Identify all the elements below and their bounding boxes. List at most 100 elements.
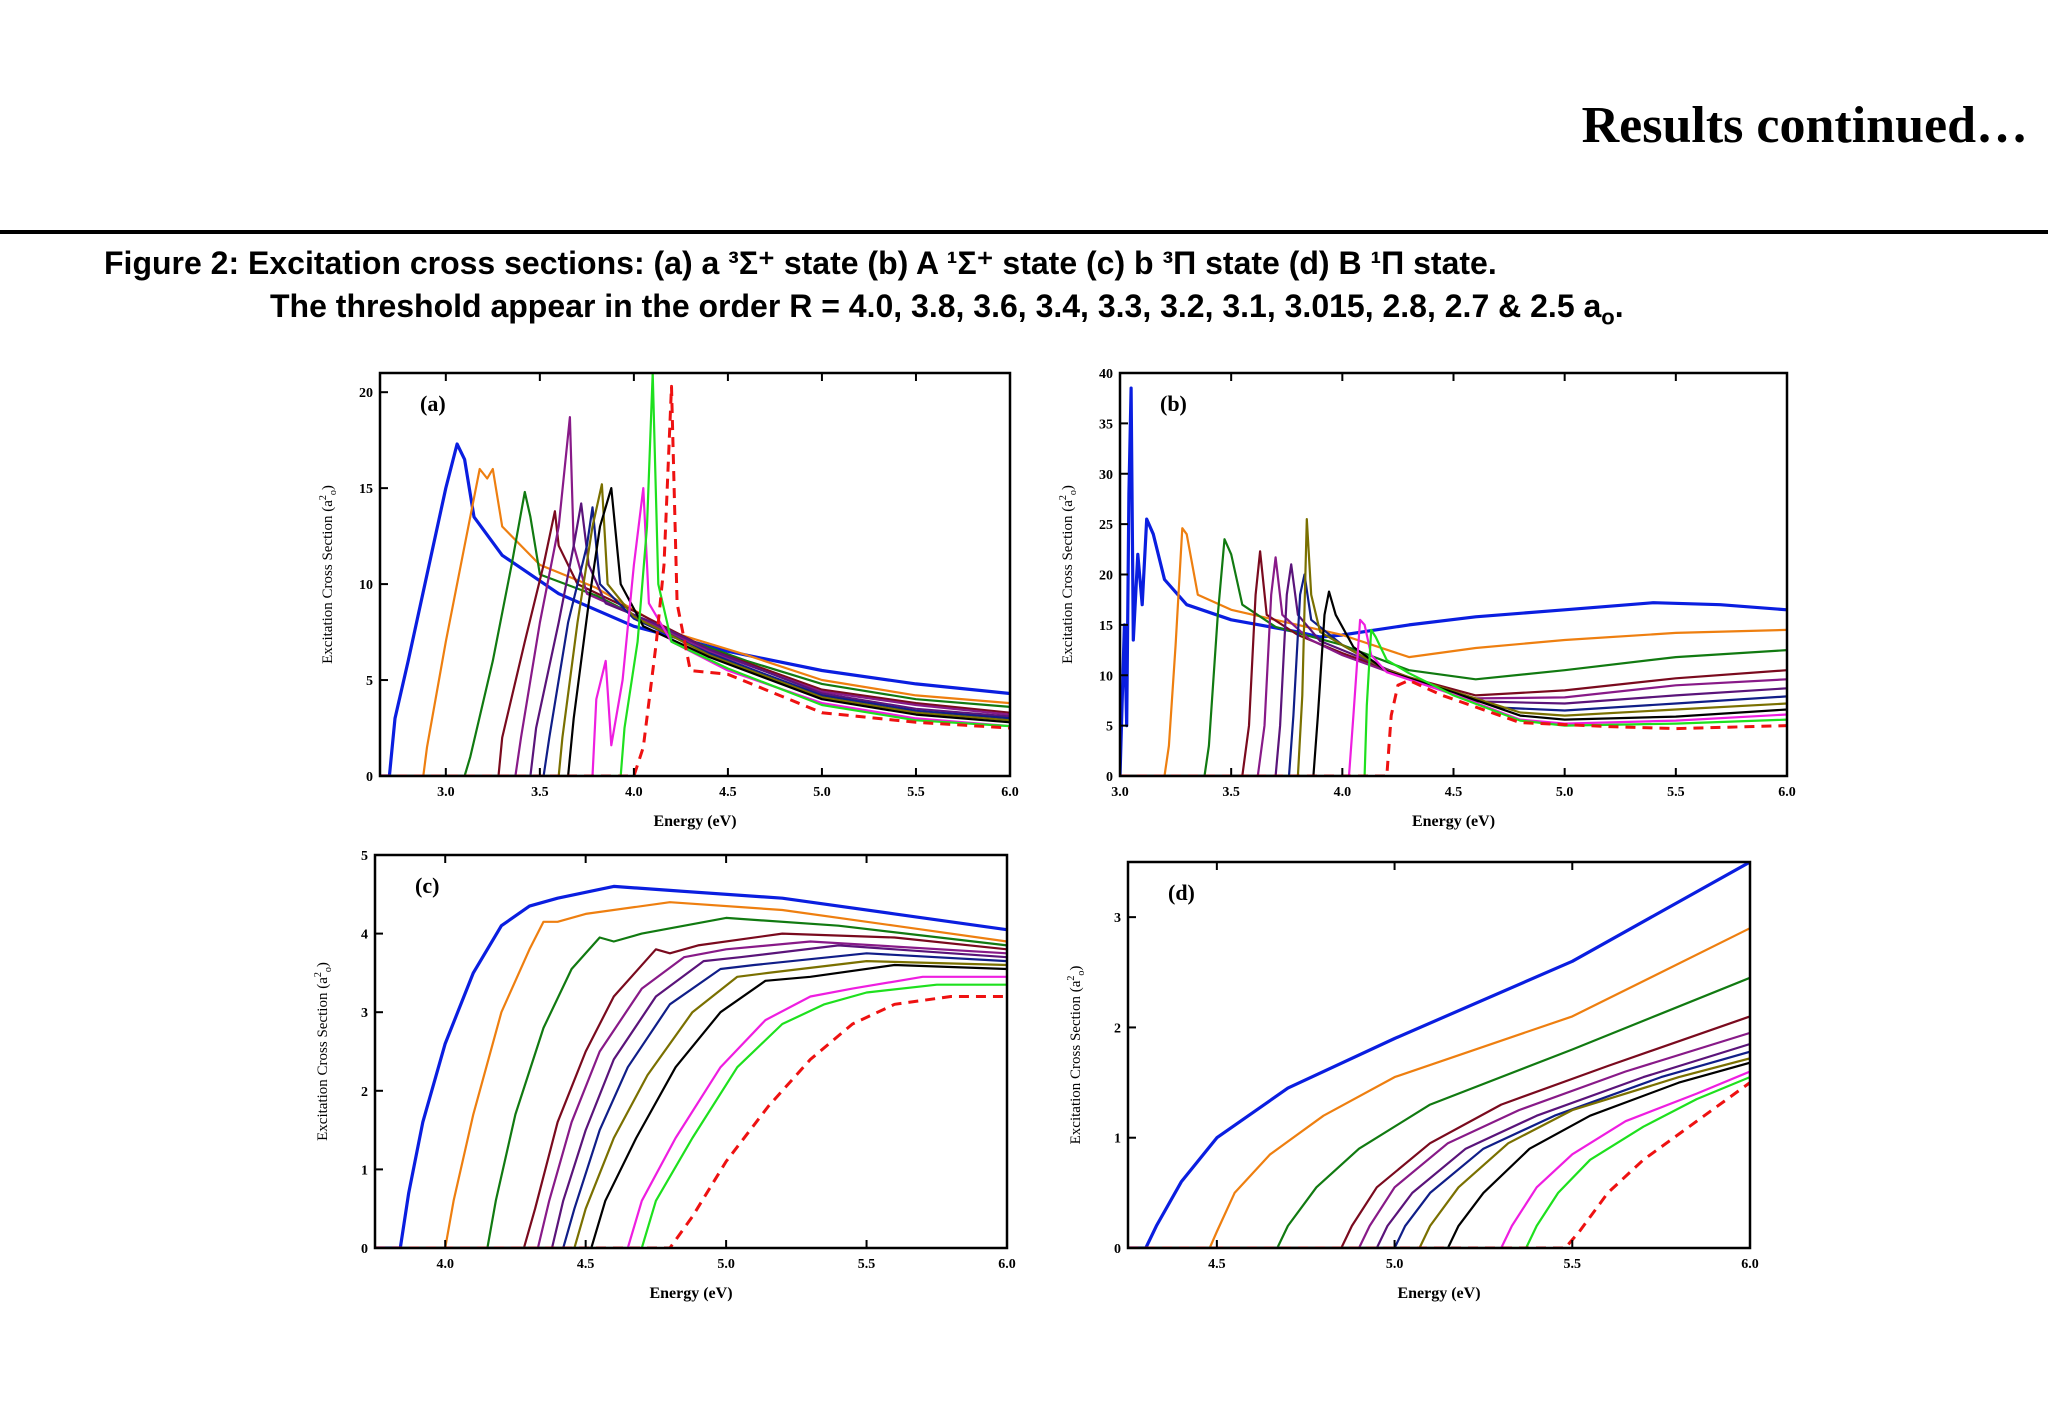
x-tick-label: 6.0 [998, 1257, 1016, 1272]
x-tick-label: 5.0 [1386, 1257, 1404, 1272]
x-tick-label: 5.5 [858, 1257, 876, 1272]
caption-line-2-text: The threshold appear in the order R = 4.… [270, 288, 1602, 324]
y-tick-label: 20 [1099, 569, 1113, 584]
panel-label: (c) [415, 873, 439, 898]
series-group [375, 884, 1007, 1248]
y-tick-label: 15 [1099, 619, 1113, 634]
y-tick-label: 5 [361, 849, 368, 864]
y-tick-label: 0 [366, 770, 373, 785]
series-line-11 [380, 373, 1010, 776]
x-tick-label: 3.0 [437, 785, 455, 800]
series-line-9 [1128, 1061, 1750, 1248]
y-axis-title: Excitation Cross Section (a2o) [1058, 485, 1079, 664]
panel-label: (b) [1160, 391, 1187, 416]
y-tick-label: 2 [1114, 1021, 1121, 1036]
x-tick-label: 3.5 [1222, 785, 1240, 800]
series-line-8 [380, 483, 1010, 776]
x-axis-title: Energy (eV) [653, 813, 736, 830]
y-tick-label: 1 [1114, 1132, 1121, 1147]
x-tick-label: 5.5 [1667, 785, 1685, 800]
x-tick-label: 5.0 [717, 1257, 735, 1272]
series-line-1 [1128, 862, 1750, 1248]
series-line-1 [1120, 386, 1787, 776]
x-tick-label: 4.5 [719, 785, 737, 800]
series-line-8 [375, 960, 1007, 1248]
y-tick-label: 5 [366, 674, 373, 689]
series-line-7 [1128, 1050, 1750, 1248]
series-line-9 [380, 487, 1010, 776]
y-axis-title: Excitation Cross Section (a2o) [1066, 966, 1087, 1145]
series-line-10 [1120, 618, 1787, 776]
x-tick-label: 4.0 [1334, 785, 1352, 800]
series-line-3 [1120, 538, 1787, 776]
y-tick-label: 0 [1106, 770, 1113, 785]
panel-label: (d) [1168, 880, 1195, 905]
series-line-5 [375, 940, 1007, 1248]
x-tick-label: 5.5 [907, 785, 925, 800]
chart-panel-d: 4.5 5.0 5.5 6.0 0 1 2 3 (d) Energy (eV) Excitation… [1066, 860, 1759, 1302]
series-line-10 [1128, 1070, 1750, 1248]
x-axis-title: Energy (eV) [1412, 813, 1495, 830]
x-tick-label: 5.5 [1564, 1257, 1582, 1272]
series-line-2 [1128, 927, 1750, 1248]
y-tick-label: 20 [359, 386, 373, 401]
series-line-3 [1128, 976, 1750, 1248]
series-line-3 [380, 490, 1010, 776]
panel-label: (a) [420, 391, 446, 416]
y-tick-label: 4 [361, 928, 368, 943]
slide-title: Results continued… [1581, 97, 2028, 154]
series-line-12 [1120, 678, 1787, 776]
series-line-9 [1120, 590, 1787, 776]
plot-frame [373, 853, 1009, 1250]
x-axis-title: Energy (eV) [1397, 1285, 1480, 1302]
series-line-9 [375, 963, 1007, 1248]
y-tick-label: 3 [1114, 911, 1121, 926]
x-tick-label: 6.0 [1741, 1257, 1759, 1272]
title-divider [0, 230, 2048, 234]
series-line-10 [375, 975, 1007, 1248]
series-line-5 [1120, 556, 1787, 776]
series-line-6 [375, 944, 1007, 1248]
series-line-2 [380, 467, 1010, 776]
series-line-6 [1128, 1042, 1750, 1248]
series-line-1 [375, 884, 1007, 1248]
series-line-12 [1128, 1081, 1750, 1248]
x-tick-label: 6.0 [1778, 785, 1796, 800]
y-tick-label: 40 [1099, 367, 1113, 382]
x-tick-label: 3.5 [531, 785, 549, 800]
plot-frame [1126, 860, 1752, 1250]
series-line-12 [375, 995, 1007, 1248]
y-tick-label: 5 [1106, 720, 1113, 735]
series-line-4 [380, 510, 1010, 776]
series-line-2 [1120, 527, 1787, 776]
series-line-5 [1128, 1031, 1750, 1248]
x-tick-label: 5.0 [813, 785, 831, 800]
caption-line-2-end: . [1614, 288, 1624, 324]
series-line-12 [380, 384, 1010, 776]
y-tick-label: 0 [1114, 1242, 1121, 1257]
x-axis-title: Energy (eV) [649, 1285, 732, 1302]
y-tick-label: 3 [361, 1006, 368, 1021]
x-tick-label: 4.0 [625, 785, 643, 800]
chart-panel-b: 3.0 3.5 4.0 4.5 5.0 5.5 6.0 0 5 10 15 20 25 30 35 40 (b)… [1058, 367, 1796, 830]
y-tick-label: 1 [361, 1163, 368, 1178]
series-line-8 [1128, 1057, 1750, 1248]
chart-panel-a: 3.0 3.5 4.0 4.5 5.0 5.5 6.0 0 5 10 15 20 (a) Energy (… [318, 371, 1019, 830]
y-tick-label: 2 [361, 1085, 368, 1100]
chart-panel-c: 4.0 4.5 5.0 5.5 6.0 0 1 2 3 4 5 (c) Energy (eV) Excit… [313, 849, 1016, 1302]
series-line-8 [1120, 518, 1787, 776]
x-tick-label: 4.5 [577, 1257, 595, 1272]
x-tick-label: 4.5 [1208, 1257, 1226, 1272]
figure-caption-line-1: Figure 2: Excitation cross sections: (a)… [104, 245, 1497, 281]
y-tick-label: 10 [359, 578, 373, 593]
x-tick-label: 4.0 [436, 1257, 454, 1272]
series-line-7 [375, 952, 1007, 1248]
series-line-6 [380, 502, 1010, 776]
x-tick-label: 3.0 [1111, 785, 1129, 800]
series-line-4 [375, 932, 1007, 1248]
y-tick-label: 35 [1099, 417, 1113, 432]
caption-line-2-subscript: o [1601, 304, 1615, 330]
figure-caption-line-2: The threshold appear in the order R = 4.… [270, 288, 1624, 330]
series-line-11 [1128, 1076, 1750, 1248]
y-tick-label: 25 [1099, 518, 1113, 533]
